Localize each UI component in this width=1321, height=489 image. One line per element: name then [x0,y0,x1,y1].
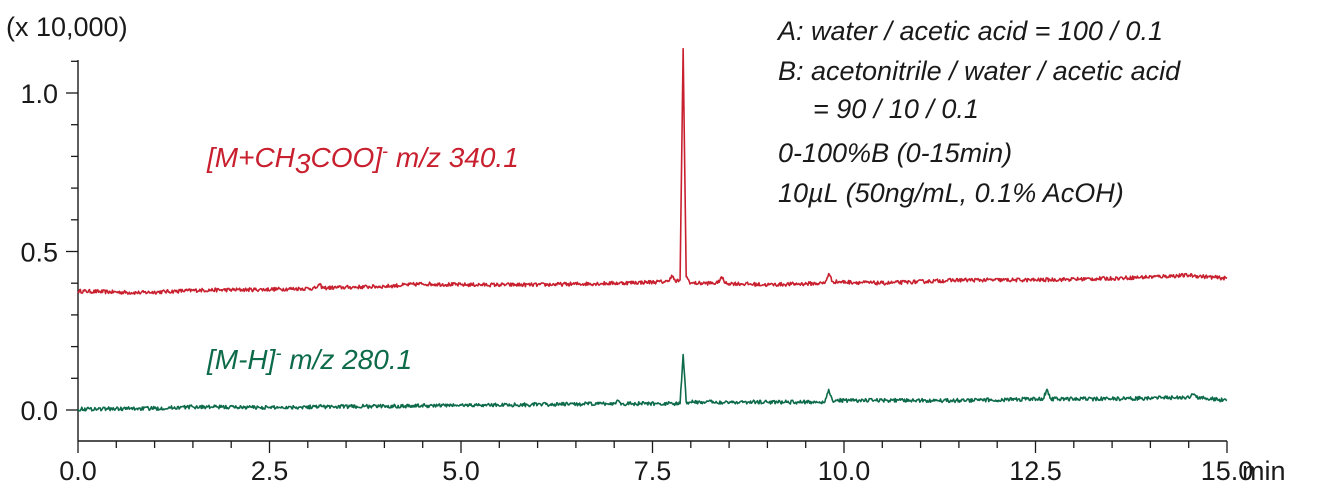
trace-series-0 [77,47,1228,295]
x-tick-label: 2.5 [251,456,289,486]
note-gradient: 0-100%B (0-15min) [778,138,1012,168]
x-tick-label: 12.5 [1009,456,1062,486]
note-solvent-b: B: acetonitrile / water / acetic acid [778,56,1181,86]
trace-series-1 [77,353,1228,412]
method-notes: A: water / acetic acid = 100 / 0.1 B: ac… [776,16,1181,208]
y-tick-label: 0.5 [20,238,58,268]
y-tick-label: 1.0 [20,79,58,109]
x-unit-label: min [1242,456,1286,486]
y-tick-label: 0.0 [20,396,58,426]
series-label-deprotonated: [M-H]- m/z 280.1 [206,343,412,375]
note-solvent-b-ratio: = 90 / 10 / 0.1 [813,94,979,124]
x-ticks: 0.0 2.5 5.0 7.5 10.0 12.5 15.0 [59,441,1253,486]
x-tick-label: 0.0 [59,456,97,486]
x-tick-label: 15.0 [1201,456,1254,486]
x-tick-label: 10.0 [818,456,871,486]
x-tick-label: 7.5 [634,456,672,486]
y-unit-label: (x 10,000) [6,12,128,42]
note-solvent-a: A: water / acetic acid = 100 / 0.1 [776,16,1163,46]
axes [77,60,1227,442]
series-label-acetate-adduct: [M+CH3COO]- m/z 340.1 [206,141,519,179]
traces [77,47,1228,412]
y-ticks: 0.0 0.5 1.0 [20,60,78,426]
x-tick-label: 5.0 [442,456,480,486]
note-injection: 10µL (50ng/mL, 0.1% AcOH) [778,178,1124,208]
series-labels: [M+CH3COO]- m/z 340.1 [M-H]- m/z 280.1 [206,141,519,375]
